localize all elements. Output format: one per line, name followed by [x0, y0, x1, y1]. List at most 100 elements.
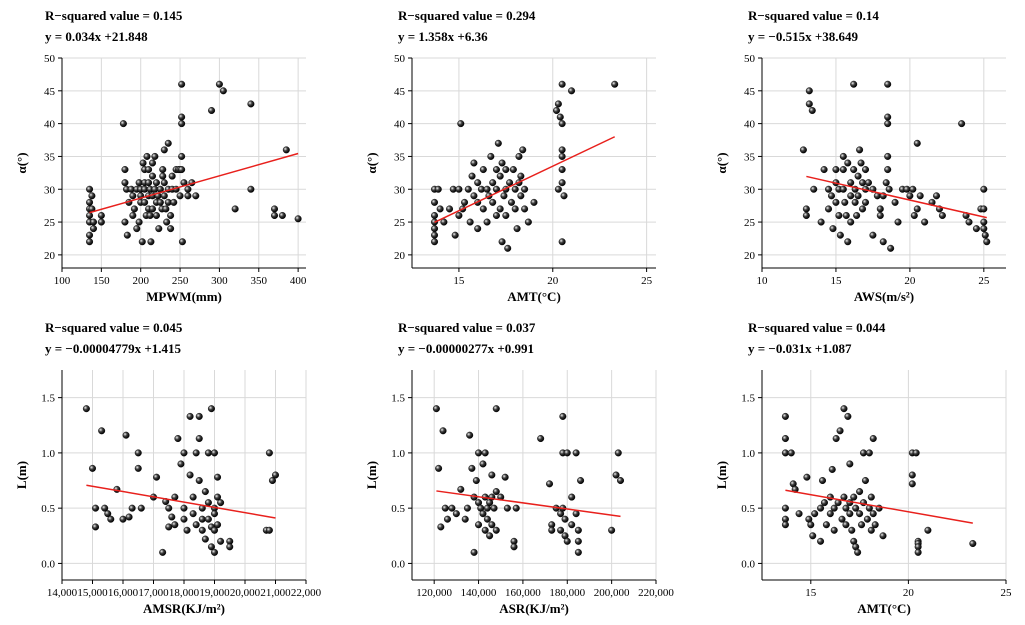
data-point — [481, 526, 489, 534]
data-point — [854, 192, 862, 200]
y-tick-label: 40 — [44, 119, 56, 131]
data-point — [470, 192, 478, 200]
y-tick-label: 25 — [744, 217, 756, 229]
data-point — [836, 427, 844, 435]
data-point — [177, 460, 185, 468]
data-point — [558, 166, 566, 174]
data-point — [810, 185, 818, 193]
x-tick-label: 17,000 — [138, 587, 169, 599]
data-point — [184, 192, 192, 200]
x-tick-label: 25 — [1001, 587, 1013, 599]
y-tick-label: 0.0 — [741, 558, 755, 570]
data-point — [781, 435, 789, 443]
regression-equation: y = 1.358x +6.36 — [398, 29, 488, 44]
y-tick-label: 40 — [744, 119, 756, 131]
data-point — [186, 412, 194, 420]
data-point — [192, 449, 200, 457]
data-point — [168, 513, 176, 521]
x-tick-label: 120,000 — [416, 587, 452, 599]
data-point — [558, 238, 566, 246]
data-point — [88, 192, 96, 200]
y-tick-label: 1.5 — [741, 393, 755, 405]
y-tick-label: 25 — [44, 217, 56, 229]
data-point — [572, 449, 580, 457]
data-point — [980, 218, 988, 226]
data-point — [192, 192, 200, 200]
data-point — [521, 205, 529, 213]
x-tick-label: 15 — [805, 587, 817, 599]
data-point — [207, 405, 215, 413]
data-point — [876, 211, 884, 219]
data-point — [611, 80, 619, 88]
data-point — [891, 198, 899, 206]
data-point — [548, 526, 556, 534]
data-point — [906, 192, 914, 200]
chart-panel-6: R−squared value = 0.044 y = −0.031x +1.0… — [700, 312, 1025, 622]
y-tick-label: 0.5 — [741, 503, 755, 515]
data-point — [86, 231, 94, 239]
data-point — [468, 172, 476, 180]
data-point — [517, 192, 525, 200]
y-tick-label: 45 — [744, 86, 756, 98]
data-point — [159, 548, 167, 556]
data-point — [457, 485, 465, 493]
data-point — [836, 231, 844, 239]
data-point — [475, 449, 483, 457]
data-point — [839, 152, 847, 160]
data-point — [805, 87, 813, 95]
data-point — [862, 198, 870, 206]
y-tick-label: 45 — [44, 86, 56, 98]
data-point — [965, 218, 973, 226]
data-point — [486, 532, 494, 540]
data-point — [130, 205, 138, 213]
data-point — [214, 493, 222, 501]
data-point — [847, 192, 855, 200]
data-point — [461, 515, 469, 523]
data-point — [247, 185, 255, 193]
data-point — [134, 449, 142, 457]
data-point — [558, 179, 566, 187]
data-point — [511, 185, 519, 193]
data-point — [568, 521, 576, 529]
data-point — [178, 120, 186, 128]
data-point — [577, 477, 585, 485]
x-tick-label: 150 — [93, 275, 110, 287]
regression-line — [806, 175, 987, 219]
data-point — [201, 535, 209, 543]
data-point — [781, 412, 789, 420]
data-point — [121, 166, 129, 174]
x-tick-label: 350 — [251, 275, 268, 287]
data-point — [86, 211, 94, 219]
data-point — [448, 504, 456, 512]
data-point — [822, 521, 830, 529]
data-point — [811, 510, 819, 518]
data-point — [121, 218, 129, 226]
x-tick-label: 200,000 — [594, 587, 630, 599]
data-point — [481, 449, 489, 457]
data-point — [980, 225, 988, 233]
data-point — [894, 218, 902, 226]
data-point — [149, 159, 157, 167]
data-point — [530, 198, 538, 206]
data-point — [913, 205, 921, 213]
x-tick-label: 400 — [290, 275, 307, 287]
chart-panel-1: R−squared value = 0.145 y = 0.034x +21.8… — [0, 0, 330, 310]
data-point — [168, 172, 176, 180]
data-point — [198, 526, 206, 534]
data-point — [830, 504, 838, 512]
data-point — [884, 80, 892, 88]
x-tick-label: 200 — [132, 275, 149, 287]
data-point — [844, 412, 852, 420]
x-tick-label: 15 — [830, 275, 842, 287]
data-point — [517, 172, 525, 180]
data-point — [502, 166, 510, 174]
y-axis-title: L(m) — [364, 461, 379, 489]
data-point — [189, 493, 197, 501]
data-point — [98, 427, 106, 435]
data-point — [231, 205, 239, 213]
data-point — [210, 510, 218, 518]
data-point — [483, 515, 491, 523]
data-point — [494, 139, 502, 147]
data-point — [563, 537, 571, 545]
y-tick-label: 25 — [394, 217, 406, 229]
